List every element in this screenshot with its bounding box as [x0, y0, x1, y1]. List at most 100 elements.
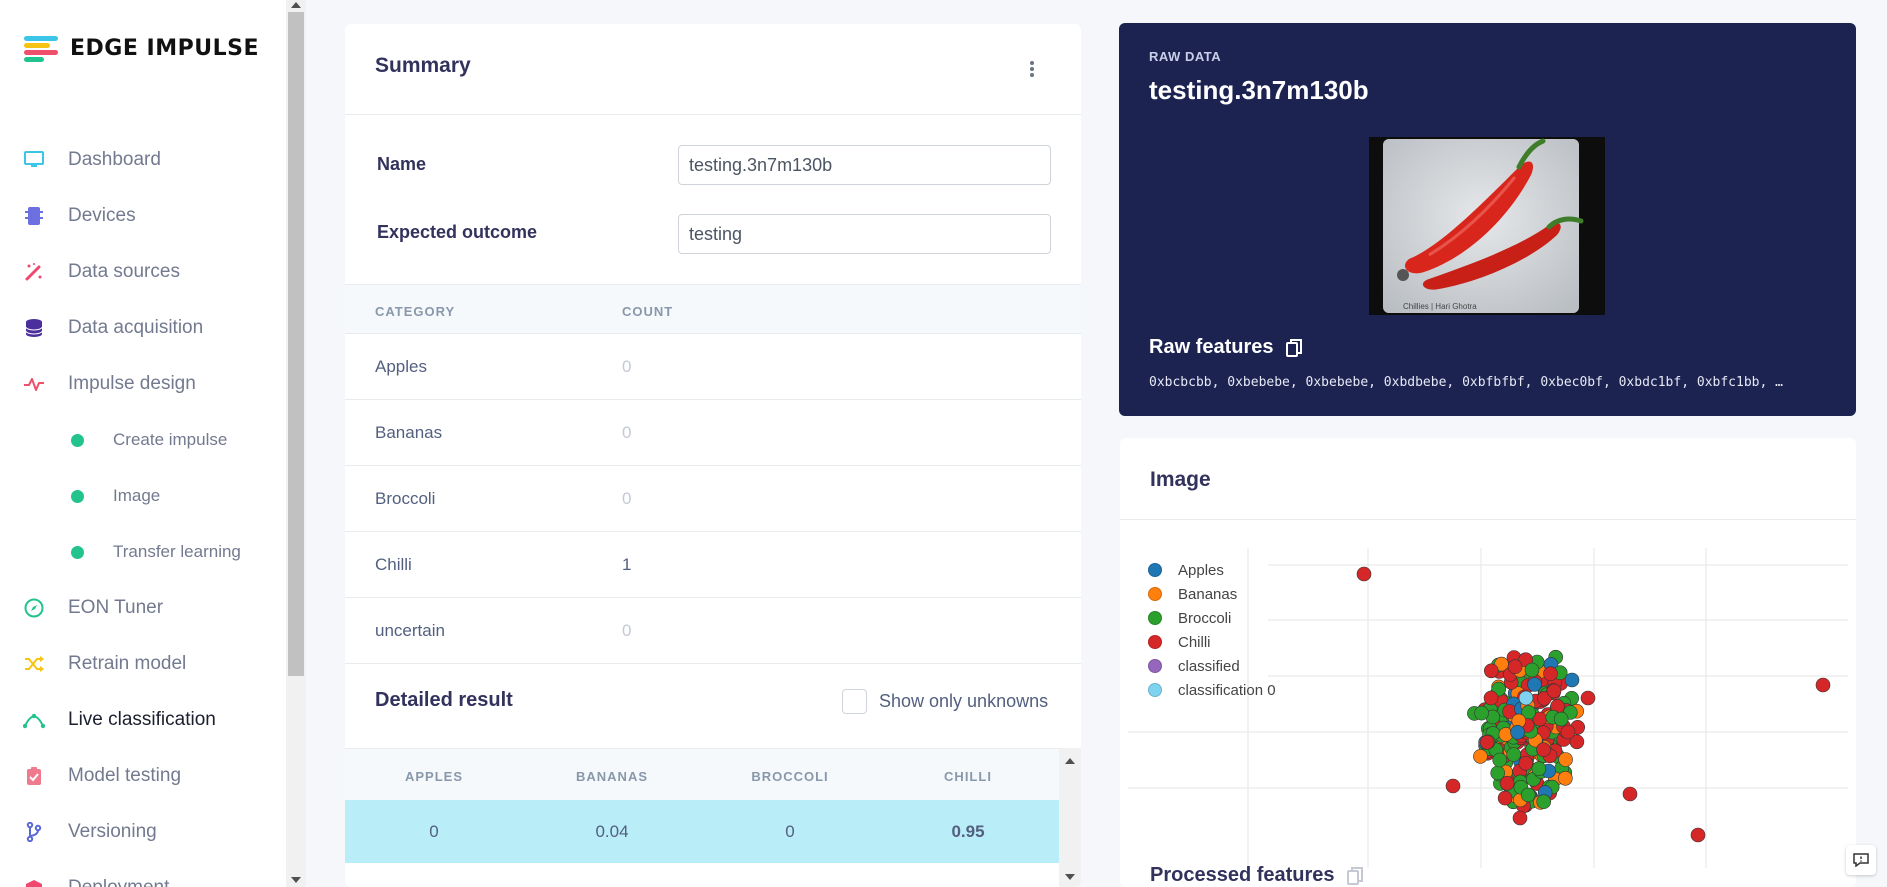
legend-item-classified[interactable]: classified [1148, 654, 1276, 678]
scatter-point[interactable] [1531, 761, 1547, 776]
scatter-point[interactable] [1445, 778, 1461, 794]
scatter-point[interactable] [1569, 734, 1585, 750]
scatter-point[interactable] [1558, 752, 1573, 767]
scatter-point[interactable] [1473, 749, 1488, 764]
sidebar-item-impulse-design[interactable]: Impulse design [0, 356, 286, 412]
column-header-bananas: BANANAS [576, 769, 648, 784]
scatter-point[interactable] [1506, 747, 1522, 762]
legend-marker [1148, 683, 1162, 697]
sidebar-scrollbar[interactable] [286, 0, 306, 887]
scrollbar-thumb[interactable] [288, 12, 304, 676]
expected-outcome-field[interactable] [678, 214, 1051, 254]
sidebar-item-label: EON Tuner [68, 597, 164, 618]
scatter-point[interactable] [1356, 566, 1372, 582]
sidebar-item-data-sources[interactable]: Data sources [0, 244, 286, 300]
table-row[interactable]: 0 0.04 0 0.95 [345, 800, 1059, 863]
table-row: Apples 0 [345, 334, 1081, 400]
pulse-icon [22, 372, 46, 396]
feature-explorer-plot[interactable] [1128, 548, 1848, 868]
scatter-point-classification[interactable] [1518, 690, 1534, 706]
summary-card: Summary Name Expected outcome CATEGORY C… [345, 24, 1081, 887]
scatter-point[interactable] [1580, 690, 1596, 706]
scatter-point[interactable] [1558, 771, 1573, 786]
scatter-point[interactable] [1524, 662, 1540, 678]
scatter-point[interactable] [1497, 790, 1513, 806]
column-header-broccoli: BROCCOLI [751, 769, 829, 784]
sidebar-item-devices[interactable]: Devices [0, 188, 286, 244]
feedback-icon[interactable] [1846, 845, 1876, 875]
sidebar-item-live-classification[interactable]: Live classification [0, 692, 286, 748]
logo-mark-icon [24, 34, 62, 62]
sidebar-item-deployment[interactable]: Deployment [0, 860, 286, 887]
category-count: 1 [622, 555, 632, 574]
scatter-point[interactable] [1512, 810, 1528, 826]
sidebar-item-data-acquisition[interactable]: Data acquisition [0, 300, 286, 356]
app-logo[interactable]: EDGE IMPULSE [24, 34, 259, 62]
scatter-point[interactable] [1553, 711, 1569, 727]
sidebar-item-dashboard[interactable]: Dashboard [0, 132, 286, 188]
scatter-point[interactable] [1536, 742, 1551, 757]
compass-icon [22, 596, 46, 620]
scatter-point[interactable] [1815, 677, 1831, 693]
scatter-point[interactable] [1546, 683, 1562, 699]
sidebar-item-image[interactable]: Image [0, 468, 286, 524]
scatter-point[interactable] [1510, 725, 1525, 740]
legend-item-classification-0[interactable]: classification 0 [1148, 678, 1276, 702]
table-row: Broccoli 0 [345, 466, 1081, 532]
sidebar-item-model-testing[interactable]: Model testing [0, 748, 286, 804]
scatter-point[interactable] [1564, 672, 1580, 688]
scatter-point[interactable] [1543, 666, 1558, 681]
scatter-point[interactable] [1492, 752, 1508, 768]
sidebar-item-label: Transfer learning [113, 542, 241, 561]
table-row: Bananas 0 [345, 400, 1081, 466]
status-dot [71, 489, 84, 503]
legend-item-chilli[interactable]: Chilli [1148, 630, 1276, 654]
scatter-point[interactable] [1483, 663, 1499, 679]
scatter-point[interactable] [1474, 705, 1489, 721]
scatter-point[interactable] [1479, 735, 1495, 750]
scatter-point[interactable] [1536, 794, 1552, 809]
sidebar-item-eon-tuner[interactable]: EON Tuner [0, 580, 286, 636]
scatter-point[interactable] [1499, 776, 1515, 791]
copy-icon[interactable] [1346, 866, 1363, 885]
scatter-point[interactable] [1520, 787, 1536, 803]
scroll-down-arrow-icon[interactable] [291, 877, 301, 883]
show-unknowns-checkbox[interactable] [842, 689, 867, 714]
sidebar-item-label: Impulse design [68, 373, 196, 394]
legend-label: Broccoli [1178, 609, 1232, 627]
sidebar-item-label: Data sources [68, 261, 180, 282]
sidebar-item-retrain-model[interactable]: Retrain model [0, 636, 286, 692]
scroll-up-arrow-icon[interactable] [1065, 758, 1075, 764]
scatter-point[interactable] [1690, 827, 1706, 843]
scroll-up-arrow-icon[interactable] [291, 2, 301, 8]
more-options-icon[interactable] [1029, 61, 1035, 77]
legend-item-broccoli[interactable]: Broccoli [1148, 606, 1276, 630]
legend-item-apples[interactable]: Apples [1148, 558, 1276, 582]
sidebar-item-transfer-learning[interactable]: Transfer learning [0, 524, 286, 580]
copy-icon[interactable] [1285, 338, 1302, 357]
sidebar-item-versioning[interactable]: Versioning [0, 804, 286, 860]
scatter-point[interactable] [1527, 677, 1542, 692]
scatter-point[interactable] [1483, 690, 1499, 706]
scatter-point[interactable] [1507, 659, 1523, 674]
divider [1120, 519, 1856, 520]
category-count: 0 [622, 621, 632, 640]
sidebar-item-label: Create impulse [113, 430, 228, 449]
name-field[interactable] [678, 145, 1051, 185]
sidebar-item-label: Deployment [68, 877, 169, 887]
detailed-table-scrollbar[interactable] [1059, 748, 1081, 887]
image-card: Image Apples Bananas Broccoli Chilli cla… [1120, 438, 1856, 887]
scatter-point[interactable] [1622, 786, 1638, 802]
name-label: Name [377, 154, 427, 174]
database-icon [22, 316, 46, 340]
category-name: Apples [375, 357, 427, 376]
sidebar-item-create-impulse[interactable]: Create impulse [0, 412, 286, 468]
legend-marker [1148, 635, 1162, 649]
scroll-down-arrow-icon[interactable] [1065, 874, 1075, 880]
scatter-point[interactable] [1560, 724, 1576, 740]
category-name: uncertain [375, 621, 445, 640]
show-unknowns-toggle[interactable]: Show only unknowns [842, 689, 1048, 714]
legend-label: Apples [1178, 561, 1224, 579]
scatter-point[interactable] [1518, 755, 1534, 771]
legend-item-bananas[interactable]: Bananas [1148, 582, 1276, 606]
